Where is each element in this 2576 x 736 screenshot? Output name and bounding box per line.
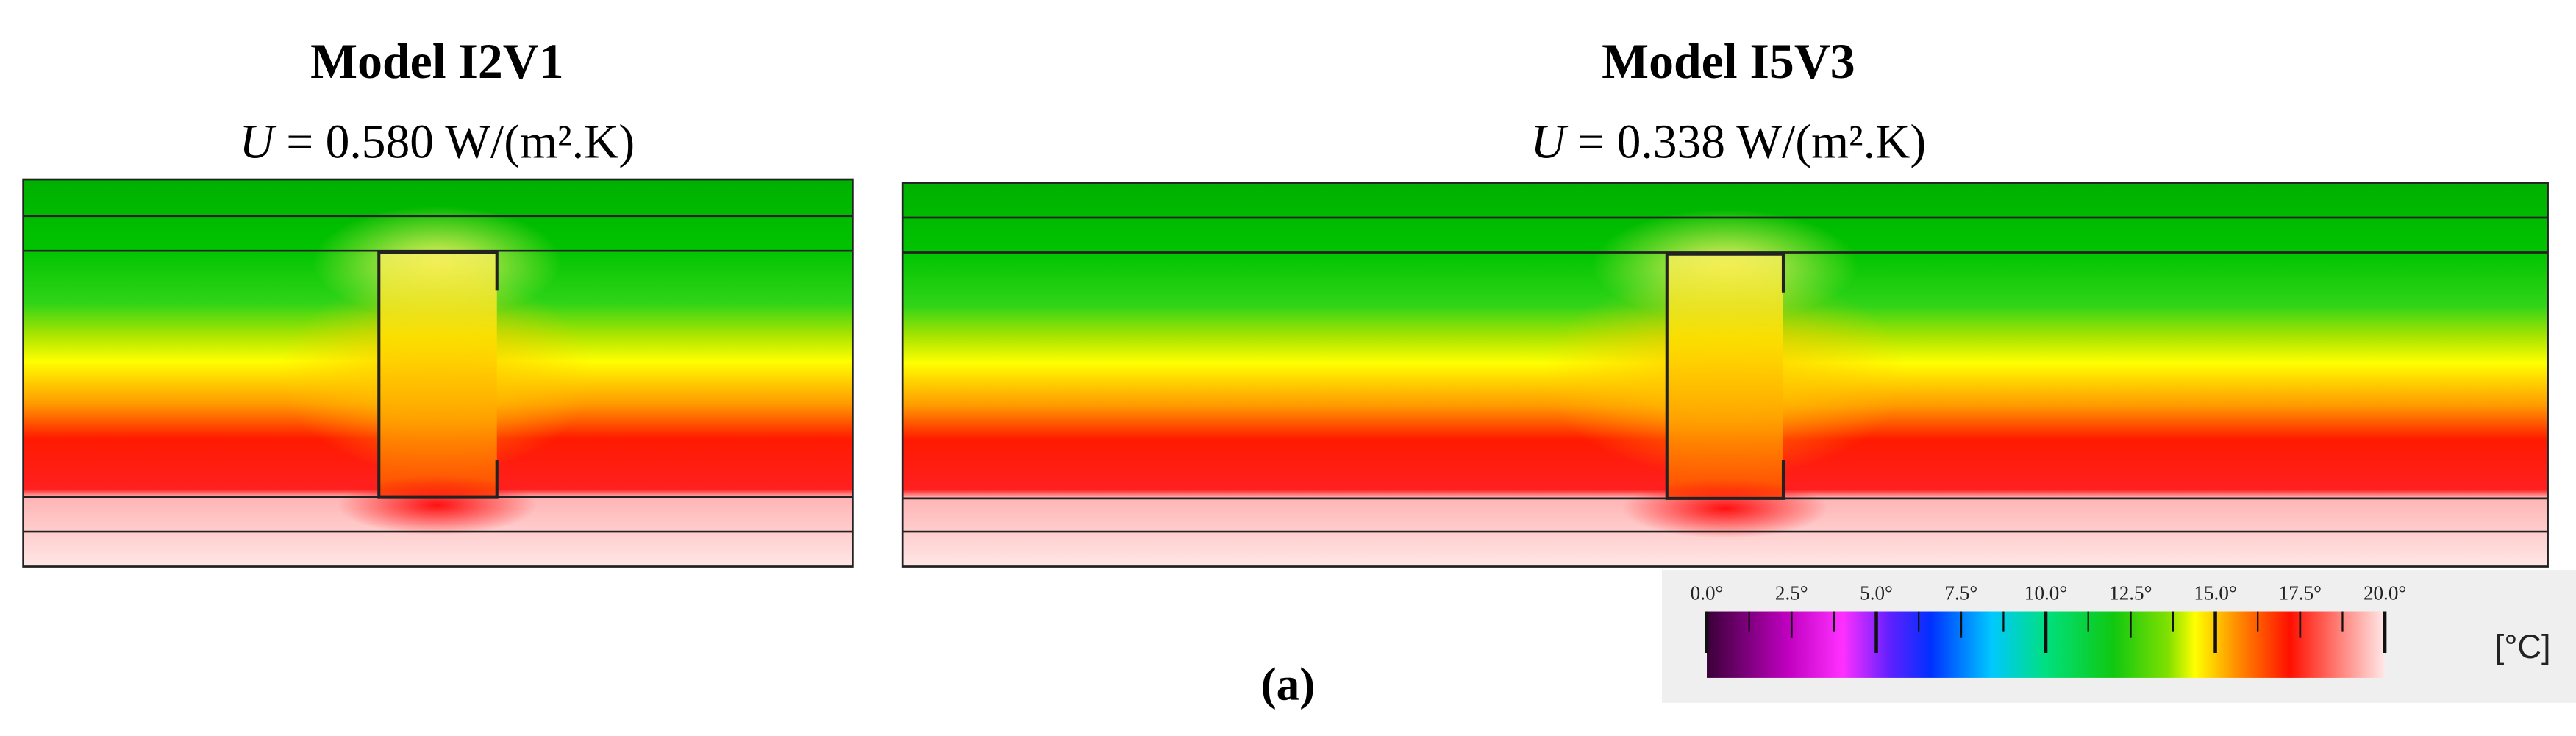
- thermal-panel: [901, 182, 2549, 568]
- u-value: U = 0.338 W/(m².K): [1531, 116, 1927, 169]
- panel-title: Model I5V3: [1602, 34, 1855, 89]
- colorbar-tick-label: 15.0°: [2194, 582, 2236, 604]
- u-symbol: U: [1531, 116, 1569, 169]
- u-value: U = 0.580 W/(m².K): [240, 116, 635, 169]
- u-text: = 0.580 W/(m².K): [274, 116, 635, 169]
- colorbar-unit: [°C]: [2495, 628, 2551, 665]
- colorbar-tick-label: 5.0°: [1860, 582, 1893, 604]
- colorbar-tick-label: 10.0°: [2024, 582, 2067, 604]
- colorbar-tick-label: 12.5°: [2109, 582, 2152, 604]
- colorbar-tick-label: 20.0°: [2363, 582, 2406, 604]
- u-text: = 0.338 W/(m².K): [1566, 116, 1926, 169]
- colorbar: [°C] 0.0° 2.5° 5.0° 7.5° 10.0° 12.5° 15.0° 17.5…: [1662, 570, 2576, 703]
- u-symbol: U: [240, 116, 277, 169]
- colorbar-tick-label: 2.5°: [1775, 582, 1808, 604]
- caption: (a): [1261, 658, 1316, 710]
- thermal-panel: [22, 178, 854, 568]
- colorbar-tick-label: 17.5°: [2279, 582, 2322, 604]
- colorbar-tick-label: 7.5°: [1944, 582, 1977, 604]
- colorbar-tick-label: 0.0°: [1691, 582, 1724, 604]
- panel-title: Model I2V1: [310, 34, 564, 89]
